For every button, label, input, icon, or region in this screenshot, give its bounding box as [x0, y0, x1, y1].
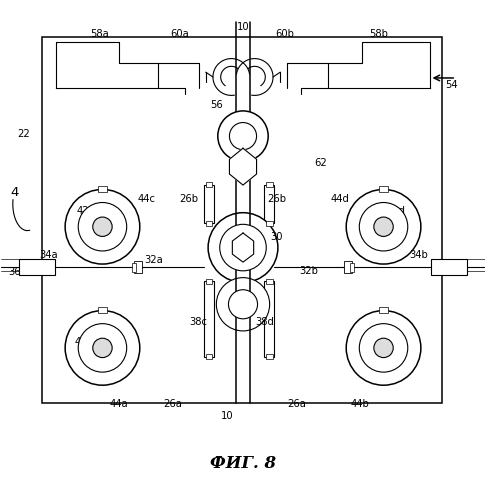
Circle shape: [346, 310, 421, 385]
Text: 10: 10: [221, 410, 234, 420]
Circle shape: [374, 217, 393, 236]
Bar: [204, 184, 214, 224]
Text: 38d: 38d: [255, 316, 274, 326]
Text: 26b: 26b: [267, 194, 286, 204]
Circle shape: [65, 310, 140, 385]
Polygon shape: [232, 233, 254, 262]
Bar: [206, 182, 212, 187]
Circle shape: [228, 290, 258, 319]
Text: 26a: 26a: [287, 398, 306, 408]
Text: 54: 54: [445, 80, 458, 90]
Bar: [132, 262, 137, 272]
Text: 26a: 26a: [163, 398, 182, 408]
Bar: [264, 184, 275, 224]
Circle shape: [78, 202, 127, 251]
Circle shape: [346, 190, 421, 264]
Polygon shape: [328, 42, 430, 88]
Text: 30: 30: [271, 232, 283, 242]
Text: 60a: 60a: [171, 30, 190, 40]
Circle shape: [93, 338, 112, 357]
Circle shape: [220, 224, 266, 271]
Circle shape: [208, 212, 278, 282]
Text: 58b: 58b: [369, 30, 388, 40]
Bar: [349, 262, 354, 272]
Bar: [379, 306, 388, 313]
Bar: [266, 354, 273, 359]
Bar: [19, 259, 55, 275]
Text: 62: 62: [314, 158, 327, 168]
Bar: [344, 261, 352, 274]
Circle shape: [359, 202, 408, 251]
Text: 44c: 44c: [137, 194, 155, 204]
Bar: [98, 186, 107, 192]
Circle shape: [374, 338, 393, 357]
Bar: [42, 37, 442, 403]
Bar: [134, 261, 142, 274]
Text: 42a: 42a: [75, 337, 93, 347]
Text: 34a: 34a: [39, 250, 57, 260]
Text: 42b: 42b: [374, 337, 393, 347]
Text: 36b: 36b: [442, 267, 461, 277]
Bar: [206, 221, 212, 226]
Bar: [379, 186, 388, 192]
Bar: [206, 354, 212, 359]
Bar: [266, 221, 273, 226]
Text: 56: 56: [210, 100, 223, 110]
Text: 44d: 44d: [330, 194, 349, 204]
Text: 10: 10: [237, 22, 249, 32]
Text: 26b: 26b: [179, 194, 198, 204]
Bar: [264, 282, 275, 356]
Polygon shape: [56, 42, 158, 88]
Text: 36a: 36a: [8, 267, 27, 277]
Text: 60b: 60b: [275, 30, 294, 40]
Text: 4: 4: [10, 186, 18, 200]
Circle shape: [216, 278, 270, 331]
Bar: [204, 282, 214, 356]
Text: 44a: 44a: [109, 398, 128, 408]
Text: 42c: 42c: [76, 206, 95, 216]
Bar: [431, 259, 468, 275]
Circle shape: [93, 217, 112, 236]
Text: 34b: 34b: [409, 250, 428, 260]
Text: 58a: 58a: [91, 30, 109, 40]
Bar: [266, 182, 273, 187]
Polygon shape: [229, 148, 257, 185]
Circle shape: [78, 324, 127, 372]
Circle shape: [218, 111, 268, 162]
Text: 32a: 32a: [144, 254, 163, 264]
Text: 38c: 38c: [190, 316, 208, 326]
Text: 44b: 44b: [351, 398, 370, 408]
Bar: [266, 279, 273, 284]
Text: 22: 22: [17, 128, 30, 138]
Text: ФИГ. 8: ФИГ. 8: [210, 454, 276, 471]
Circle shape: [65, 190, 140, 264]
Text: 32b: 32b: [299, 266, 318, 276]
Circle shape: [359, 324, 408, 372]
Circle shape: [229, 122, 257, 150]
Bar: [98, 306, 107, 313]
Bar: [206, 279, 212, 284]
Text: 42d: 42d: [386, 206, 405, 216]
